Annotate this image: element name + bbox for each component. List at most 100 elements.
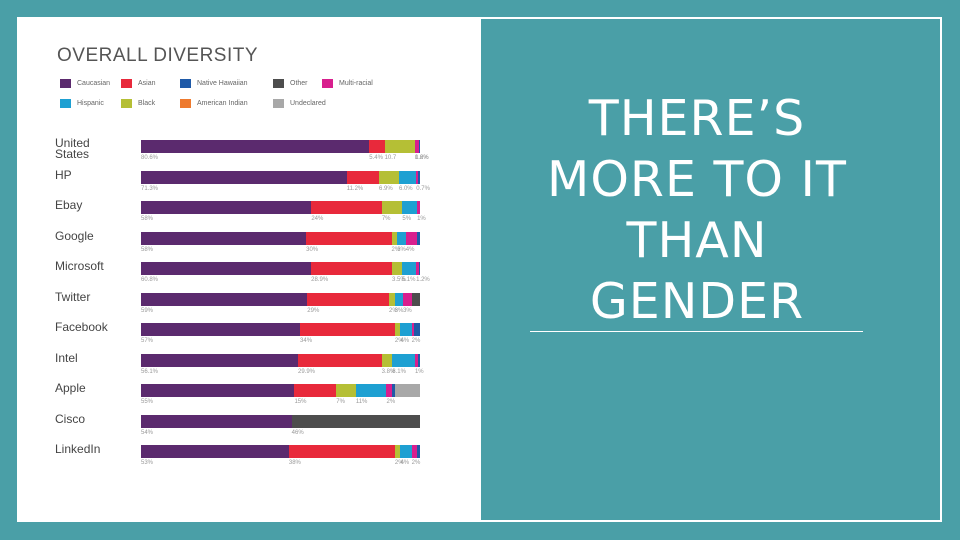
company-label-line: Twitter <box>55 289 91 304</box>
bar-segment-multi-racial <box>411 323 415 336</box>
bar-value-label: 0.7% <box>416 185 430 192</box>
legend-label: Black <box>138 100 156 107</box>
bar-segment-hispanic <box>355 384 387 397</box>
bar-segment-caucasian <box>141 445 289 458</box>
company-label-line: HP <box>55 167 72 182</box>
legend-label: Undeclared <box>290 100 326 107</box>
bar-value-label: 46% <box>291 429 304 436</box>
company-label: Twitter <box>55 289 135 304</box>
diversity-bar <box>141 445 420 458</box>
bar-value-label: 2% <box>411 460 421 466</box>
bar-value-label: 58% <box>141 246 154 253</box>
company-label: HP <box>55 167 135 182</box>
legend-label: Caucasian <box>77 80 111 87</box>
company-label: United States <box>55 137 135 160</box>
bar-segment-native-hawaiian <box>418 170 420 184</box>
bar-segment-native-hawaiian <box>417 445 420 458</box>
bar-value-label: 6.9% <box>379 185 393 192</box>
legend-label: Other <box>290 80 308 87</box>
bar-value-label: 56.1% <box>141 368 159 375</box>
company-label: Google <box>55 230 135 242</box>
company-label-line: Apple <box>55 381 86 395</box>
bar-value-label: 29.9% <box>297 368 315 375</box>
bar-value-label: 2% <box>411 338 421 344</box>
bar-segment-black <box>394 445 401 458</box>
company-label-line: LinkedIn <box>55 442 101 456</box>
diversity-bar <box>141 353 420 367</box>
bar-segment-multi-racial <box>417 201 420 214</box>
legend-item: Caucasian <box>60 79 110 88</box>
bar-value-label: 10.7 <box>384 155 397 161</box>
bar-segment-asian <box>288 445 395 458</box>
bar-segment-native-hawaiian <box>417 353 420 367</box>
bar-segment-black <box>391 231 398 245</box>
bar-segment-native-hawaiian <box>419 140 420 153</box>
bar-segment-black <box>381 353 393 367</box>
company-label-line: Facebook <box>55 320 108 334</box>
bar-segment-caucasian <box>141 323 301 336</box>
legend-swatch <box>60 79 71 88</box>
bar-value-label: 55% <box>141 399 154 405</box>
slide-title-line-4: GENDER <box>589 273 805 330</box>
bar-value-label: 3% <box>403 307 412 314</box>
bar-segment-multi-racial <box>416 262 420 275</box>
bar-value-label: 29% <box>307 307 320 314</box>
company-label: LinkedIn <box>55 442 135 456</box>
bar-segment-multi-racial <box>411 445 418 458</box>
diversity-bar <box>141 140 420 153</box>
bar-value-label: 15% <box>294 399 307 405</box>
bar-segment-multi-racial <box>405 231 418 245</box>
bar-value-label: 38% <box>288 460 301 466</box>
panel-divider <box>479 19 481 520</box>
bar-segment-caucasian <box>141 170 347 184</box>
bar-value-label: 53% <box>141 460 154 466</box>
bar-segment-asian <box>311 201 382 214</box>
bar-segment-hispanic <box>401 262 417 275</box>
legend-item: Black <box>121 99 155 108</box>
diversity-bar <box>141 262 420 275</box>
bar-segment-caucasian <box>141 140 370 153</box>
bar-segment-asian <box>311 262 392 275</box>
bar-segment-asian <box>297 353 382 367</box>
company-label: Apple <box>55 381 135 395</box>
company-label: Cisco <box>55 413 135 425</box>
company-label: Ebay <box>55 198 135 212</box>
bar-value-label: 59% <box>141 307 154 314</box>
company-label-line: Ebay <box>55 198 83 212</box>
bar-segment-caucasian <box>141 292 308 306</box>
bar-segment-hispanic <box>400 445 412 458</box>
company-label-line: Microsoft <box>55 259 104 273</box>
bar-segment-other <box>411 292 420 306</box>
bar-segment-multi-racial <box>403 292 412 306</box>
legend-label: American Indian <box>197 100 248 107</box>
bar-segment-caucasian <box>141 414 292 428</box>
bar-value-label: 11% <box>355 399 368 405</box>
legend-swatch <box>180 79 191 88</box>
bar-value-label: 7% <box>381 216 391 222</box>
bar-segment-asian <box>307 292 389 306</box>
legend-label: Multi-racial <box>339 80 373 87</box>
slide-title-line-1: THERE’S <box>588 90 806 147</box>
bar-segment-native-hawaiian <box>419 262 420 275</box>
bar-segment-asian <box>294 384 337 397</box>
company-label-line: Intel <box>55 350 78 365</box>
bar-segment-native-hawaiian <box>414 323 420 336</box>
title-underline <box>530 331 863 332</box>
bar-value-label: 3.5% <box>392 277 406 283</box>
bar-value-label: 58% <box>141 216 154 222</box>
legend-item: Other <box>273 79 308 88</box>
diversity-bar <box>141 384 420 397</box>
legend-label: Native Hawaiian <box>197 80 248 87</box>
bar-segment-undeclared <box>394 384 420 397</box>
diversity-bar <box>141 292 420 306</box>
bar-value-label: 6.0% <box>398 185 413 192</box>
bar-segment-hispanic <box>394 292 404 306</box>
bar-segment-hispanic <box>398 170 417 184</box>
legend-swatch <box>322 79 333 88</box>
bar-segment-black <box>384 140 415 153</box>
bar-value-label: 28.9% <box>311 277 329 283</box>
legend-swatch <box>121 99 132 108</box>
bar-value-label: 30% <box>306 246 319 253</box>
bar-value-label: 3% <box>394 307 404 314</box>
bar-segment-asian <box>306 231 392 245</box>
